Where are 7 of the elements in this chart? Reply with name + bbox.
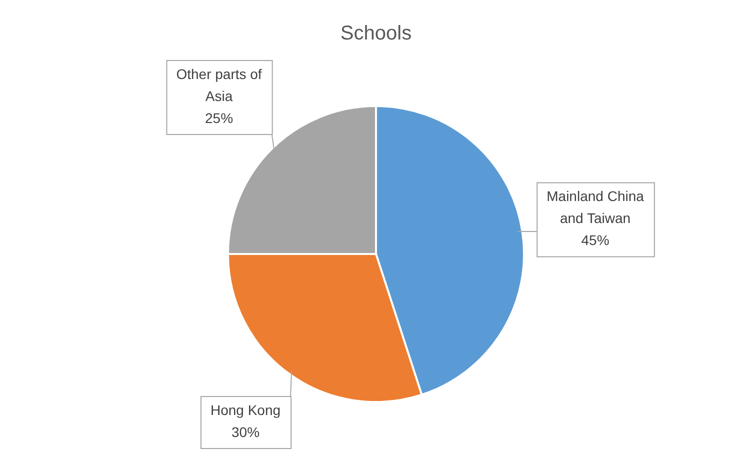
- chart-title: Schools: [340, 22, 412, 45]
- data-label: 30%: [231, 424, 260, 440]
- slice-label: Mainland China and Taiwan: [546, 188, 644, 226]
- slice-label: Hong Kong: [210, 402, 281, 418]
- data-label: 45%: [581, 232, 610, 248]
- slice-label: Other parts of Asia: [176, 66, 262, 104]
- data-label: 25%: [205, 110, 234, 126]
